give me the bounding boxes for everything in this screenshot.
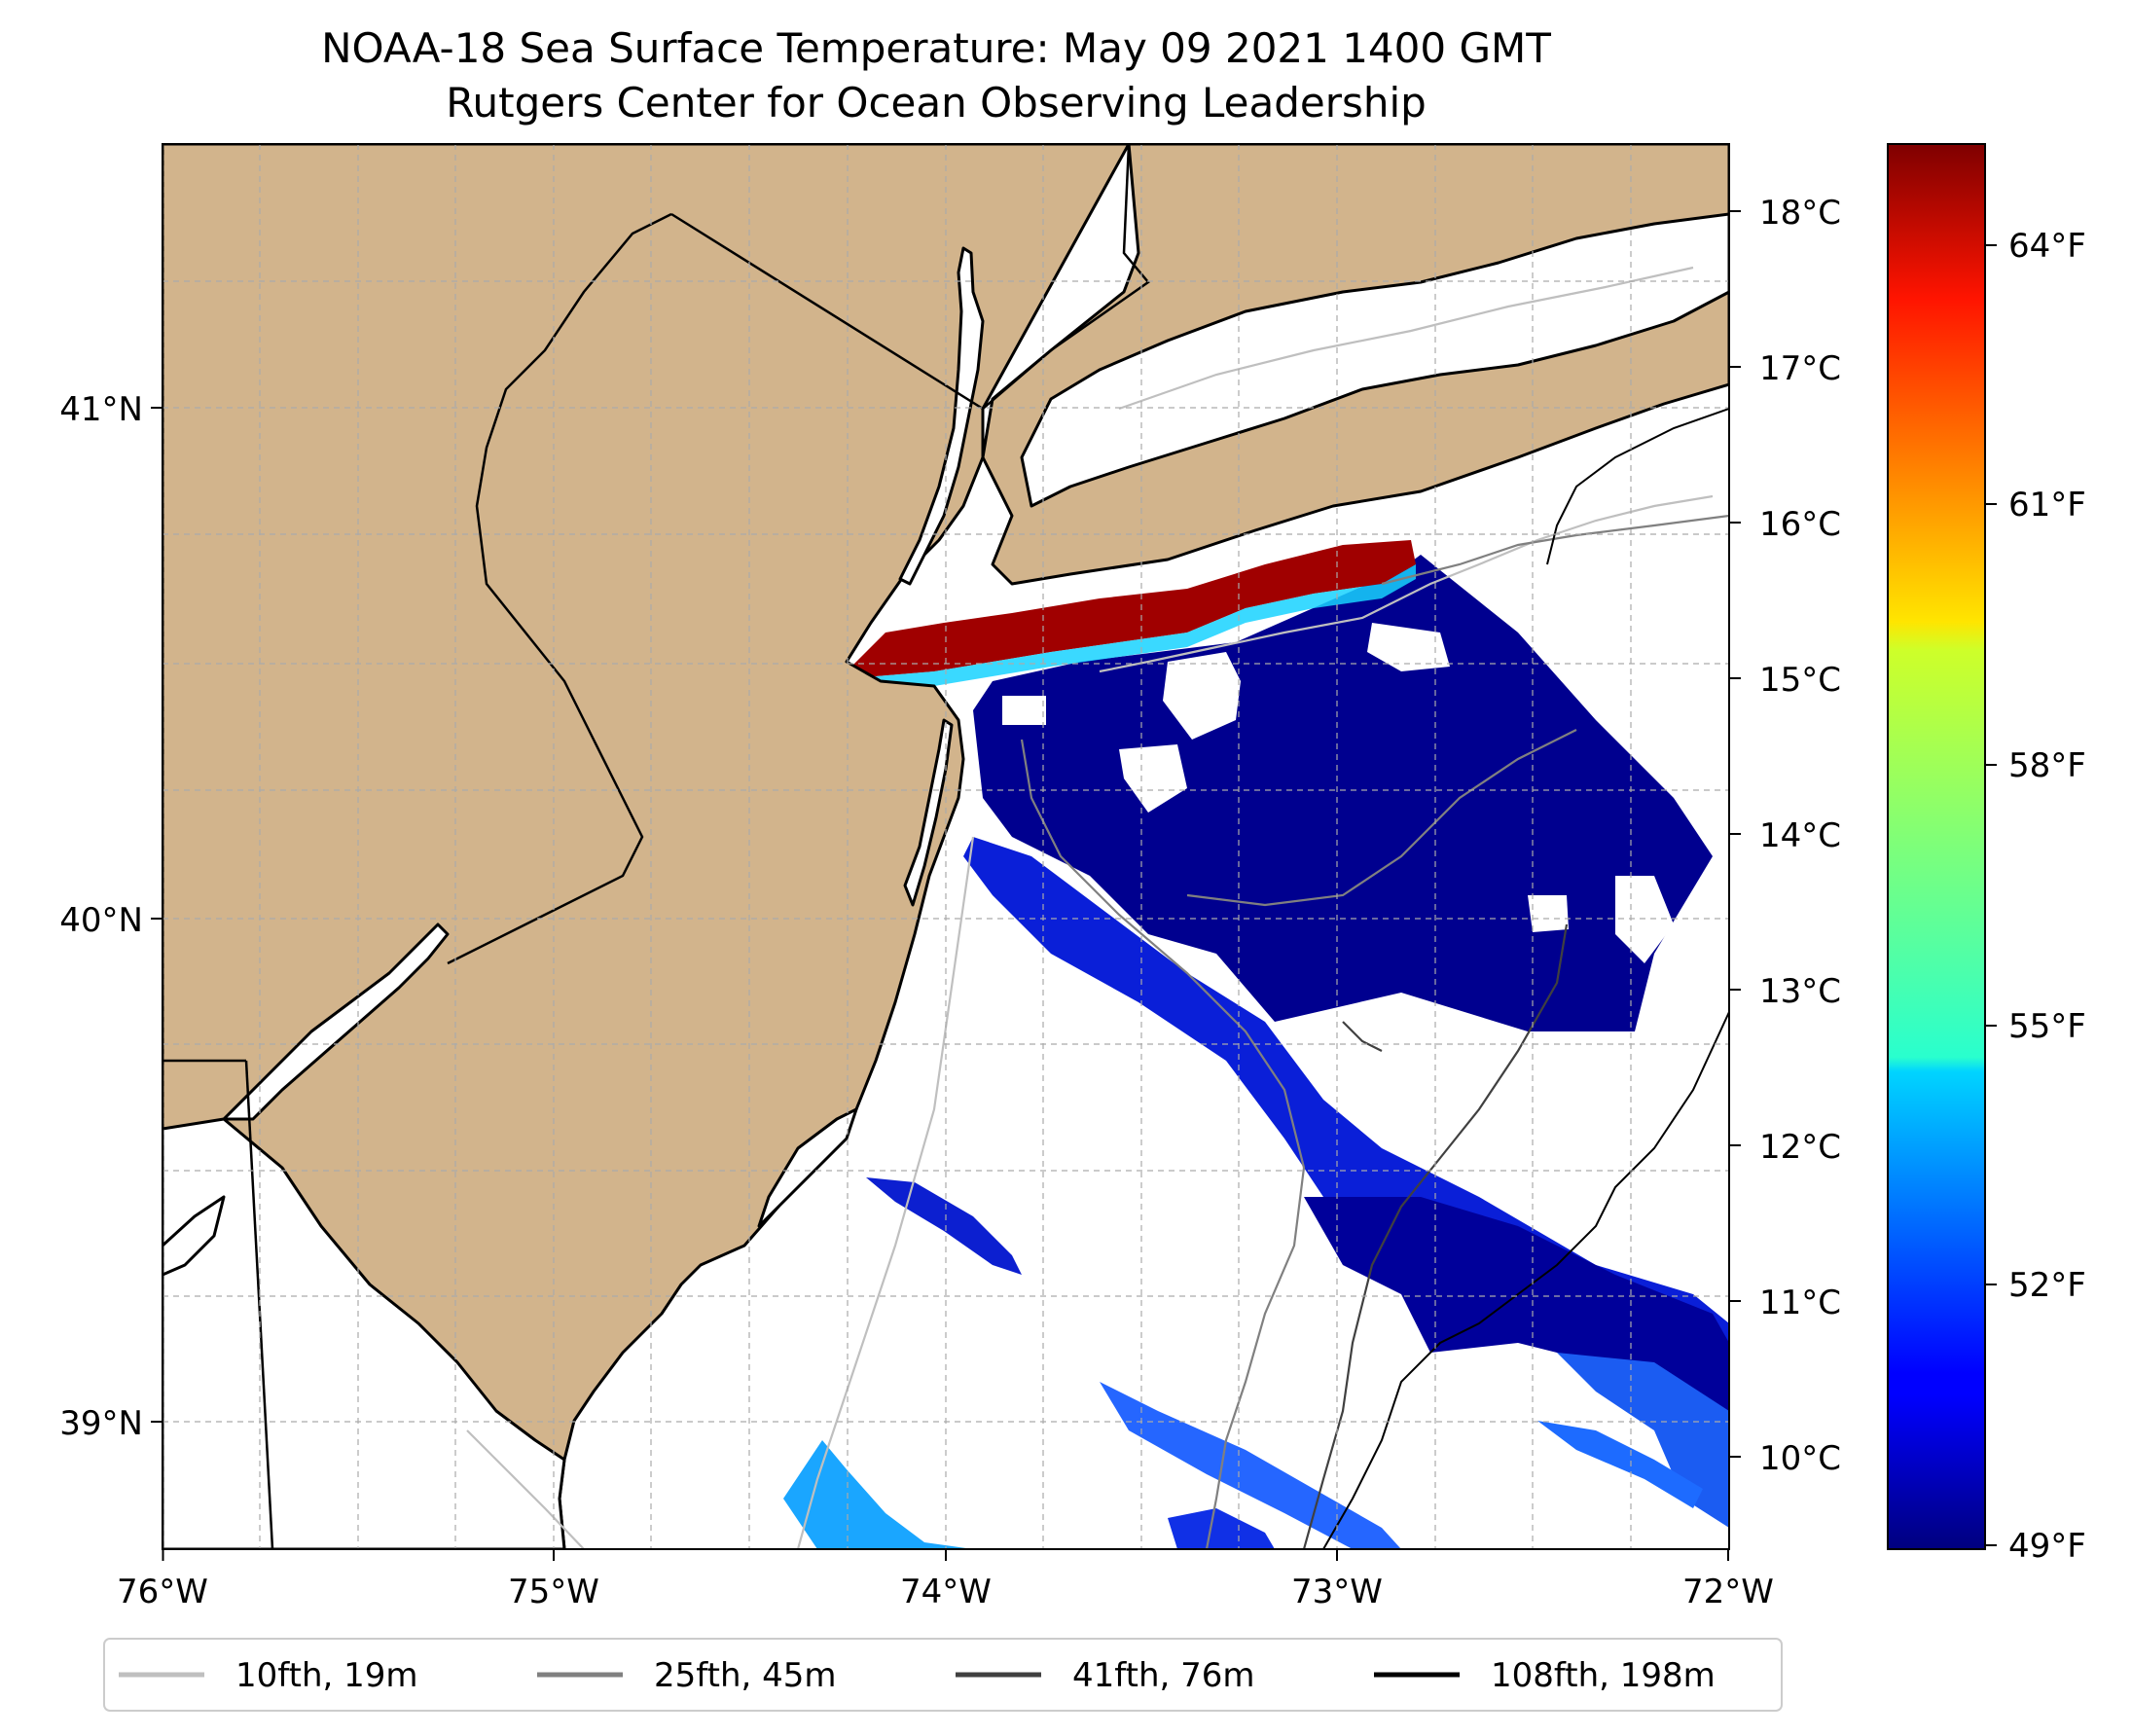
legend-entry-41fth: 41fth, 76m xyxy=(956,1656,1255,1695)
fahrenheit-label-52: 52°F xyxy=(2008,1266,2086,1305)
legend-label-25fth: 25fth, 45m xyxy=(654,1656,837,1695)
legend-label-10fth: 10fth, 19m xyxy=(235,1656,418,1695)
fahrenheit-label-61: 61°F xyxy=(2008,486,2086,524)
delaware-river xyxy=(222,922,450,1121)
legend-entry-25fth: 25fth, 45m xyxy=(537,1656,837,1695)
latitude-tick-labels: 41°N 40°N 39°N xyxy=(59,390,143,1443)
nj-inland-boundary xyxy=(447,212,672,965)
colorbar-gradient xyxy=(1887,143,1986,1550)
isobath-25fth xyxy=(1020,514,1729,1549)
isobath-10fth xyxy=(466,266,1714,1549)
sst-east-streak xyxy=(1537,1421,1703,1508)
cloud-gap-3 xyxy=(1367,623,1450,671)
longitude-tick-labels: 76°W 75°W 74°W 73°W 72°W xyxy=(117,1573,1774,1611)
sst-south-streak xyxy=(866,1177,1022,1275)
lat-label-39n: 39°N xyxy=(59,1404,143,1443)
sst-offshore-cold-field xyxy=(973,555,1713,1031)
lat-label-40n: 40°N xyxy=(59,901,143,940)
sst-nearshore-warm xyxy=(847,540,1416,676)
long-island-sound xyxy=(1020,212,1729,508)
legend-label-108fth: 108fth, 198m xyxy=(1491,1656,1716,1695)
celsius-label-11: 11°C xyxy=(1759,1284,1841,1322)
fahrenheit-label-49: 49°F xyxy=(2008,1527,2086,1566)
lon-label-75w: 75°W xyxy=(508,1573,599,1611)
celsius-label-13: 13°C xyxy=(1759,972,1841,1011)
hudson-river xyxy=(898,246,985,586)
cloud-gap-5 xyxy=(1615,876,1674,963)
legend-entry-10fth: 10fth, 19m xyxy=(119,1656,418,1695)
lon-label-72w: 72°W xyxy=(1682,1573,1774,1611)
celsius-tick-labels: 18°C 17°C 16°C 15°C 14°C 13°C 12°C 11°C … xyxy=(1759,194,1841,1478)
ny-ct-border xyxy=(982,144,1150,410)
cloud-gap-2 xyxy=(1119,744,1187,813)
legend-label-41fth: 41fth, 76m xyxy=(1072,1656,1255,1695)
sst-warm-fringe xyxy=(876,564,1416,689)
chart-title: NOAA-18 Sea Surface Temperature: May 09 … xyxy=(321,24,1551,72)
barnegat-bay xyxy=(903,718,954,907)
isobath-41fth xyxy=(1302,923,1569,1549)
lat-label-41n: 41°N xyxy=(59,390,143,429)
fahrenheit-label-64: 64°F xyxy=(2008,227,2086,266)
celsius-label-15: 15°C xyxy=(1759,661,1841,700)
cloud-gap-1 xyxy=(1163,652,1241,740)
celsius-label-16: 16°C xyxy=(1759,505,1841,544)
lon-label-74w: 74°W xyxy=(900,1573,992,1611)
sst-south-patch-2 xyxy=(1100,1382,1401,1549)
celsius-label-17: 17°C xyxy=(1759,349,1841,388)
legend-entry-108fth: 108fth, 198m xyxy=(1374,1656,1716,1695)
celsius-label-12: 12°C xyxy=(1759,1128,1841,1167)
lon-label-73w: 73°W xyxy=(1291,1573,1383,1611)
celsius-label-18: 18°C xyxy=(1759,194,1841,233)
sst-data-layer xyxy=(783,243,1729,1549)
celsius-label-10: 10°C xyxy=(1759,1439,1841,1478)
fahrenheit-label-58: 58°F xyxy=(2008,746,2086,785)
isobath-108fth xyxy=(1322,408,1729,1549)
ny-nj-border xyxy=(670,212,984,411)
south-jersey-bays xyxy=(757,1107,858,1228)
sst-south-patch-1 xyxy=(783,1440,973,1549)
map-panel xyxy=(163,144,1729,1549)
cloud-gap-6 xyxy=(1002,696,1046,725)
axis-ticks xyxy=(151,210,1741,1561)
inland-water-layer xyxy=(163,212,1729,1549)
delaware-bay xyxy=(163,1117,566,1549)
lon-label-76w: 76°W xyxy=(117,1573,208,1611)
fahrenheit-label-55: 55°F xyxy=(2008,1007,2086,1046)
cloud-gap-4 xyxy=(1528,895,1569,932)
celsius-label-14: 14°C xyxy=(1759,816,1841,855)
legend-frame xyxy=(103,1638,1783,1712)
chart-subtitle: Rutgers Center for Ocean Observing Leade… xyxy=(446,79,1427,127)
sst-south-patch-3 xyxy=(1168,1508,1275,1549)
colorbar: 64°F 61°F 58°F 55°F 52°F 49°F xyxy=(1887,143,2086,1566)
isobath-legend: 10fth, 19m 25fth, 45m 41fth, 76m 108fth,… xyxy=(103,1638,1783,1712)
chesapeake-inlet-west xyxy=(163,1195,226,1277)
